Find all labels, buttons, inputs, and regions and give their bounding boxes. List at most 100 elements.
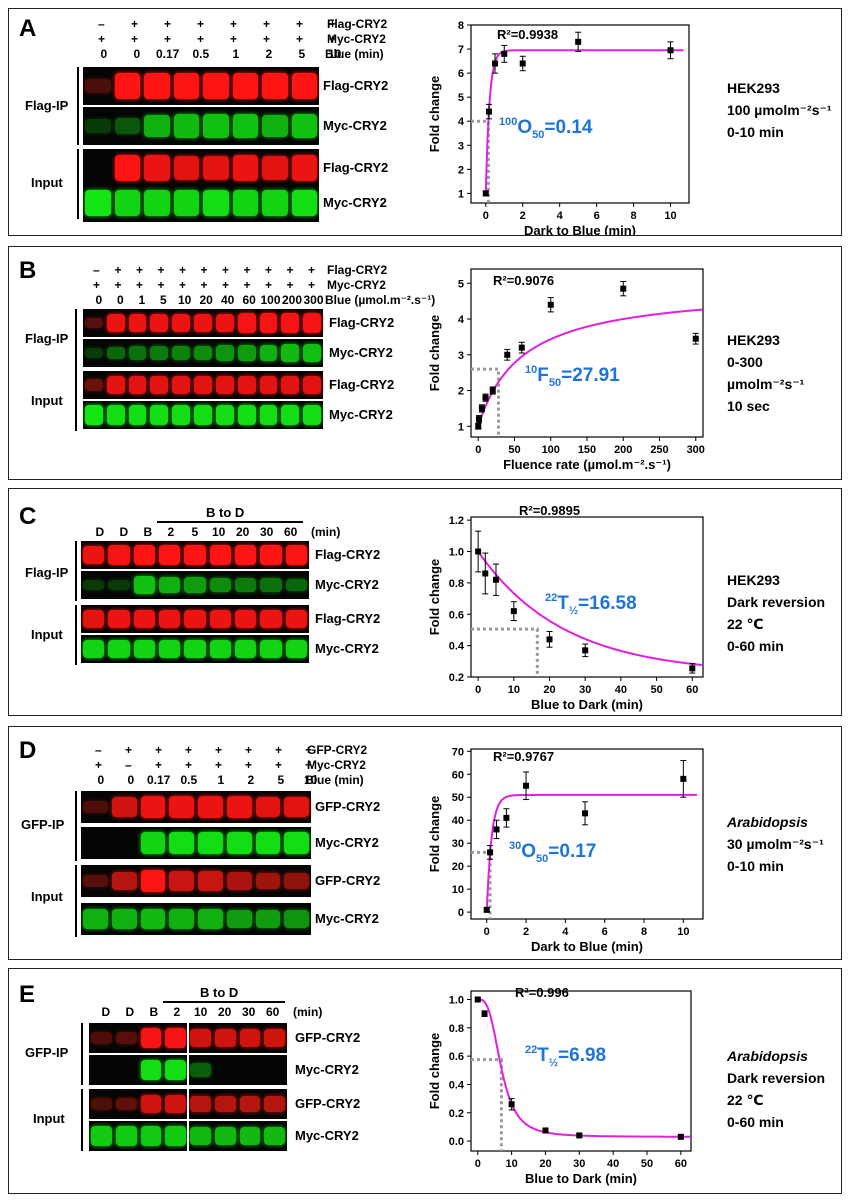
x-tick-label: 0 [475,444,481,456]
blot-band [291,72,317,100]
blot-band [198,909,223,929]
blot-band [133,609,155,629]
blot-band [237,405,256,425]
group-label: GFP-IP [21,817,65,832]
condition-text: Arabidopsis Dark reversion 22 ℃ 0-60 min [727,1045,825,1133]
data-point [482,190,489,197]
x-tick-label: 0 [483,210,489,222]
sign-mark: + [243,263,251,277]
lane-time: 10 [328,47,342,61]
group-bracket [81,1089,83,1151]
blot-strip [83,149,319,187]
blot-band [83,801,108,813]
y-tick-label: 60 [452,769,464,781]
sign-mark: + [263,17,271,31]
sign-mark: + [155,758,163,772]
blot-band [108,609,130,629]
blot-band [172,345,191,361]
blot-band [209,639,231,659]
sign-mark: + [296,32,304,46]
data-point [474,996,481,1003]
lane-separator [187,1089,189,1119]
blot-band [215,375,234,395]
y-tick-label: 1.2 [449,515,464,527]
blot-band [215,313,234,333]
group-label: Input [33,1111,65,1126]
lane-time: 100 [260,293,281,307]
condition-text: HEK293 Dark reversion 22 ℃ 0-60 min [727,569,825,657]
chart: 0 10 20 30 40 50 60 0.2 0.4 0.6 0.8 1.0 1.2 Blue to D… [427,503,704,712]
blot-label: Flag-CRY2 [329,315,395,330]
x-tick-label: 10 [508,684,520,696]
blot-label: Myc-CRY2 [323,195,387,210]
data-point [492,576,499,583]
blot-band [203,155,229,181]
x-tick-label: 300 [687,444,705,456]
data-point [475,423,482,430]
blot-band [144,190,170,216]
sign-mark: + [131,17,139,31]
data-point [547,301,554,308]
group-bracket [75,865,77,937]
blot-label: Myc-CRY2 [295,1062,359,1077]
blot-band [194,345,212,361]
lane-unit: (min) [311,525,341,539]
blot-strip [81,791,311,823]
condition-text: HEK293 0-300 µmolm⁻²s⁻¹ 10 sec [727,329,841,417]
data-point [576,1132,583,1139]
blot-strip [81,605,309,633]
y-tick-label: 5 [458,278,464,290]
blot-band [262,114,288,138]
panel-d: D – + + + + + + + GFP-CRY2 + – + + + + + + Myc-CRY2 0 0 0.17… [8,726,842,960]
blot-band [115,1032,137,1044]
blot-band [232,190,258,216]
sign-mark: + [245,743,253,757]
condition-line: 100 µmolm⁻²s⁻¹ [727,102,832,118]
x-tick-label: 8 [631,210,637,222]
lane-separator [187,1055,189,1085]
sign-mark: + [243,278,251,292]
y-tick-label: 20 [452,861,464,873]
blot-band [159,576,181,594]
condition-line: Dark reversion [727,1070,826,1086]
chart: 0 50 100 150 200 250 300 1 2 3 4 5 Fluence rate (µmo… [427,268,705,472]
x-tick-label: 40 [615,684,627,696]
blot-strip [89,1089,287,1119]
blot-band [173,114,199,138]
blot-label: GFP-CRY2 [315,799,381,814]
lane-time: 0.5 [192,47,210,61]
group-label: Flag-IP [25,98,69,113]
group-bracket [75,791,77,861]
x-tick-label: 50 [641,1158,653,1170]
x-tick-label: 6 [602,926,608,938]
blot-band [83,639,105,659]
panel-label: D [19,737,37,764]
x-axis-label: Blue to Dark (min) [525,1171,637,1186]
blot-strip [81,827,311,859]
blot-band [303,344,321,362]
blot-strip [89,1121,287,1151]
blot-band [255,910,281,928]
lane-label: 20 [236,525,250,539]
blot-band [303,375,321,395]
data-point [489,387,496,394]
data-point [677,1133,684,1140]
blot-band [133,545,155,565]
condition-line: HEK293 [727,80,780,96]
r-squared: R²=0.9938 [497,27,558,42]
blot-band [83,609,105,629]
blot-label: Myc-CRY2 [315,577,379,592]
x-tick-label: 50 [650,684,662,696]
bracket-label: B to D [200,985,239,1000]
blot-band [150,405,169,425]
data-point [475,416,482,423]
blot-band [291,155,317,181]
blot-band [260,578,282,592]
blot-band [184,609,206,629]
y-tick-label: 0.6 [449,609,464,621]
x-tick-label: 6 [594,210,600,222]
x-tick-label: 150 [578,444,596,456]
blot-band [237,345,256,361]
blot-band [83,909,108,929]
blot-strip [81,903,311,935]
